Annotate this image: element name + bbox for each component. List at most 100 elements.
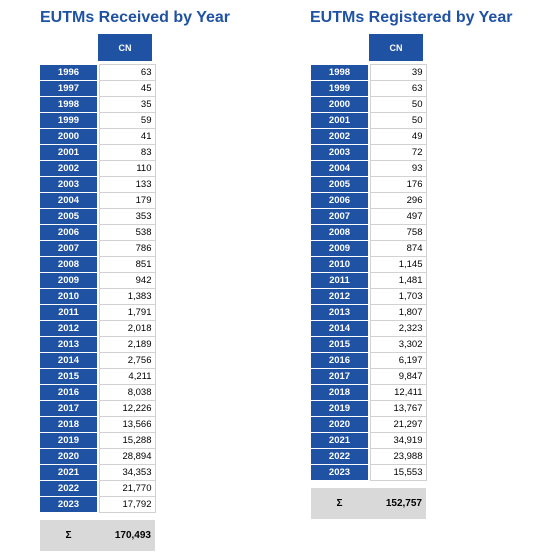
table-row: 2000 50: [311, 96, 427, 113]
table-row: 2023 15,553: [311, 464, 427, 481]
cell-gap: [97, 128, 99, 145]
year-cell: 2007: [40, 240, 97, 257]
cell-gap: [97, 400, 99, 417]
table-row: 1996 63: [40, 64, 156, 81]
year-cell: 1999: [311, 80, 368, 97]
year-cell: 2021: [40, 464, 97, 481]
value-cell: 538: [98, 224, 156, 241]
table-row: 2014 2,756: [40, 352, 156, 369]
year-cell: 2017: [40, 400, 97, 417]
cell-gap: [97, 160, 99, 177]
cell-gap: [368, 112, 370, 129]
cell-gap: [97, 112, 99, 129]
year-cell: 2022: [40, 480, 97, 497]
year-cell: 2003: [311, 144, 368, 161]
table-row: 2004 179: [40, 192, 156, 209]
year-cell: 2004: [40, 192, 97, 209]
value-cell: 2,189: [98, 336, 156, 353]
registered-by-year-table: 1998 39 1999 63 2000 50 2001 50 2002 49 2003 72 2004…: [311, 64, 427, 481]
value-cell: 3,302: [369, 336, 427, 353]
value-cell: 353: [98, 208, 156, 225]
value-cell: 758: [369, 224, 427, 241]
registered-total-value: 152,757: [385, 498, 422, 509]
registered-column-header: CN: [369, 34, 423, 61]
value-cell: 13,767: [369, 400, 427, 417]
cell-gap: [368, 336, 370, 353]
value-cell: 942: [98, 272, 156, 289]
cell-gap: [368, 272, 370, 289]
value-cell: 497: [369, 208, 427, 225]
value-cell: 6,197: [369, 352, 427, 369]
year-cell: 2017: [311, 368, 368, 385]
registered-table-title: EUTMs Registered by Year: [310, 9, 513, 26]
cell-gap: [97, 208, 99, 225]
cell-gap: [97, 240, 99, 257]
table-row: 2022 21,770: [40, 480, 156, 497]
cell-gap: [97, 384, 99, 401]
cell-gap: [97, 192, 99, 209]
year-cell: 2016: [311, 352, 368, 369]
year-cell: 2023: [311, 464, 368, 481]
cell-gap: [97, 304, 99, 321]
value-cell: 63: [369, 80, 427, 97]
year-cell: 2000: [40, 128, 97, 145]
year-cell: 2015: [40, 368, 97, 385]
year-cell: 2001: [311, 112, 368, 129]
table-row: 2010 1,145: [311, 256, 427, 273]
table-row: 2020 21,297: [311, 416, 427, 433]
table-row: 2009 874: [311, 240, 427, 257]
table-row: 2018 12,411: [311, 384, 427, 401]
value-cell: 110: [98, 160, 156, 177]
cell-gap: [368, 224, 370, 241]
table-row: 2001 83: [40, 144, 156, 161]
value-cell: 21,297: [369, 416, 427, 433]
value-cell: 15,553: [369, 464, 427, 481]
cell-gap: [368, 144, 370, 161]
table-row: 2002 49: [311, 128, 427, 145]
cell-gap: [368, 304, 370, 321]
year-cell: 2010: [311, 256, 368, 273]
cell-gap: [368, 416, 370, 433]
table-row: 2005 353: [40, 208, 156, 225]
sum-symbol: Σ: [65, 530, 72, 541]
cell-gap: [97, 272, 99, 289]
table-row: 2020 28,894: [40, 448, 156, 465]
table-row: 2013 2,189: [40, 336, 156, 353]
value-cell: 63: [98, 64, 156, 81]
value-cell: 23,988: [369, 448, 427, 465]
table-row: 2010 1,383: [40, 288, 156, 305]
value-cell: 72: [369, 144, 427, 161]
year-cell: 2003: [40, 176, 97, 193]
value-cell: 133: [98, 176, 156, 193]
table-row: 1998 35: [40, 96, 156, 113]
year-cell: 2005: [40, 208, 97, 225]
value-cell: 1,383: [98, 288, 156, 305]
value-cell: 874: [369, 240, 427, 257]
value-cell: 21,770: [98, 480, 156, 497]
value-cell: 28,894: [98, 448, 156, 465]
value-cell: 1,807: [369, 304, 427, 321]
value-cell: 8,038: [98, 384, 156, 401]
cell-gap: [368, 352, 370, 369]
year-cell: 2008: [311, 224, 368, 241]
received-total-row: Σ 170,493: [40, 520, 155, 551]
cell-gap: [97, 480, 99, 497]
table-row: 2017 9,847: [311, 368, 427, 385]
received-by-year-table: 1996 63 1997 45 1998 35 1999 59 2000 41 2001 83 2002…: [40, 64, 156, 513]
year-cell: 1998: [311, 64, 368, 81]
cell-gap: [368, 192, 370, 209]
cell-gap: [368, 80, 370, 97]
table-row: 2007 497: [311, 208, 427, 225]
year-cell: 2008: [40, 256, 97, 273]
cell-gap: [368, 448, 370, 465]
table-row: 1999 59: [40, 112, 156, 129]
year-cell: 2016: [40, 384, 97, 401]
cell-gap: [368, 64, 370, 81]
year-cell: 2007: [311, 208, 368, 225]
table-row: 2007 786: [40, 240, 156, 257]
table-row: 2018 13,566: [40, 416, 156, 433]
year-cell: 2014: [40, 352, 97, 369]
value-cell: 786: [98, 240, 156, 257]
value-cell: 45: [98, 80, 156, 97]
year-cell: 2013: [311, 304, 368, 321]
